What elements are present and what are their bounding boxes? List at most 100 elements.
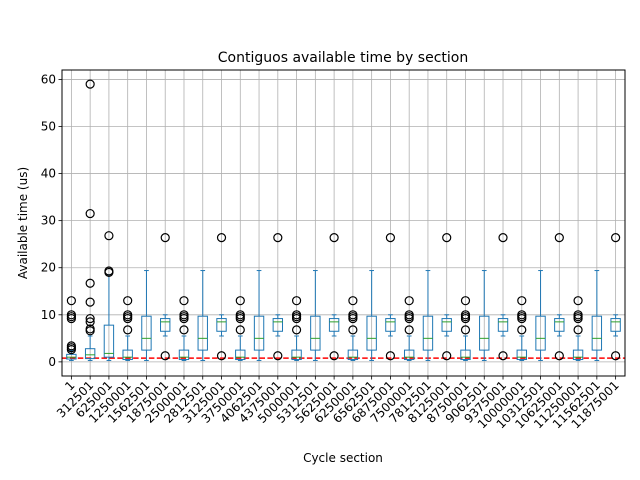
outlier-point — [554, 232, 564, 243]
box-item — [347, 296, 359, 361]
outlier-point — [404, 325, 414, 335]
outlier-point — [66, 296, 76, 306]
outlier-point — [460, 325, 471, 335]
box-iqr — [235, 349, 246, 361]
outlier-point — [291, 325, 302, 335]
outlier-point — [160, 351, 170, 361]
box-item — [591, 270, 603, 361]
box-iqr — [216, 318, 227, 332]
outlier-point — [216, 232, 227, 243]
box-item — [403, 296, 415, 361]
outlier-point — [291, 296, 302, 306]
box-iqr — [197, 315, 208, 351]
box-iqr — [310, 315, 321, 351]
box-item — [366, 270, 377, 361]
box-item — [535, 270, 546, 361]
y-tick-label: 60 — [41, 72, 56, 86]
outlier-point — [273, 232, 283, 243]
box-iqr — [141, 315, 152, 351]
plot-frame — [61, 69, 626, 377]
box-iqr — [535, 315, 546, 351]
y-tick-label: 10 — [41, 308, 56, 322]
outlier-point — [85, 208, 95, 219]
y-axis: 0 10 20 30 40 50 60 — [41, 72, 62, 369]
outlier-point — [85, 317, 95, 327]
outlier-point — [85, 313, 95, 324]
outlier-point — [442, 232, 452, 243]
outlier-point — [235, 325, 245, 335]
box-item — [310, 270, 321, 361]
box-item — [497, 232, 509, 361]
box-iqr — [591, 315, 603, 351]
grid-layer — [62, 70, 625, 376]
outlier-point — [85, 324, 95, 334]
box-iqr — [441, 318, 452, 332]
box-item — [272, 232, 284, 361]
outlier-point — [123, 310, 133, 320]
box-iqr — [272, 318, 284, 332]
box-item — [610, 232, 621, 361]
box-iqr — [178, 349, 190, 361]
outlier-point — [404, 296, 414, 306]
box-iqr — [103, 324, 115, 358]
outlier-point — [517, 325, 527, 335]
box-item — [84, 79, 96, 361]
outlier-point — [348, 296, 358, 306]
outlier-point — [104, 266, 114, 276]
outlier-point — [348, 325, 358, 335]
outlier-point — [85, 79, 95, 89]
box-item — [178, 296, 190, 361]
box-iqr — [84, 348, 96, 360]
outlier-point — [554, 351, 564, 361]
outlier-point — [235, 310, 245, 320]
outlier-point — [291, 310, 302, 320]
outlier-point — [273, 351, 283, 361]
outlier-point — [498, 351, 508, 361]
outlier-point — [385, 232, 396, 243]
y-axis-label: Available time (us) — [16, 167, 30, 279]
outlier-point — [517, 296, 527, 306]
box-iqr — [460, 349, 471, 361]
outlier-point — [442, 351, 452, 361]
box-item — [441, 232, 452, 361]
box-iqr — [422, 315, 434, 351]
box-item — [516, 296, 527, 361]
y-tick-label: 30 — [41, 214, 56, 228]
box-iqr — [497, 318, 509, 332]
outlier-point — [573, 296, 583, 306]
outlier-point — [179, 296, 189, 306]
outlier-point — [66, 310, 76, 320]
outlier-point — [498, 232, 508, 243]
y-tick-label: 50 — [41, 119, 56, 133]
outlier-point — [517, 310, 527, 320]
box-item — [291, 296, 302, 361]
box-item — [216, 232, 227, 361]
outlier-point — [329, 232, 339, 243]
outlier-point — [385, 351, 396, 361]
y-tick-label: 20 — [41, 261, 56, 275]
box-iqr — [610, 318, 621, 332]
outlier-point — [179, 310, 189, 320]
outlier-point — [611, 232, 621, 243]
box-item — [385, 232, 396, 361]
box-item — [66, 296, 77, 361]
box-item — [253, 270, 265, 361]
outlier-point — [348, 310, 358, 320]
box-item — [141, 270, 152, 361]
box-item — [554, 232, 565, 361]
outlier-point — [460, 310, 471, 320]
outlier-point — [160, 232, 170, 243]
y-tick-label: 40 — [41, 167, 56, 181]
outlier-point — [216, 351, 227, 361]
box-item — [479, 270, 490, 361]
outlier-point — [104, 231, 114, 241]
box-item — [160, 232, 171, 361]
boxes-layer — [66, 79, 621, 361]
outlier-point — [85, 297, 95, 307]
box-item — [197, 270, 208, 361]
outlier-point — [85, 278, 95, 288]
box-item — [103, 231, 115, 361]
outlier-point — [66, 341, 76, 351]
